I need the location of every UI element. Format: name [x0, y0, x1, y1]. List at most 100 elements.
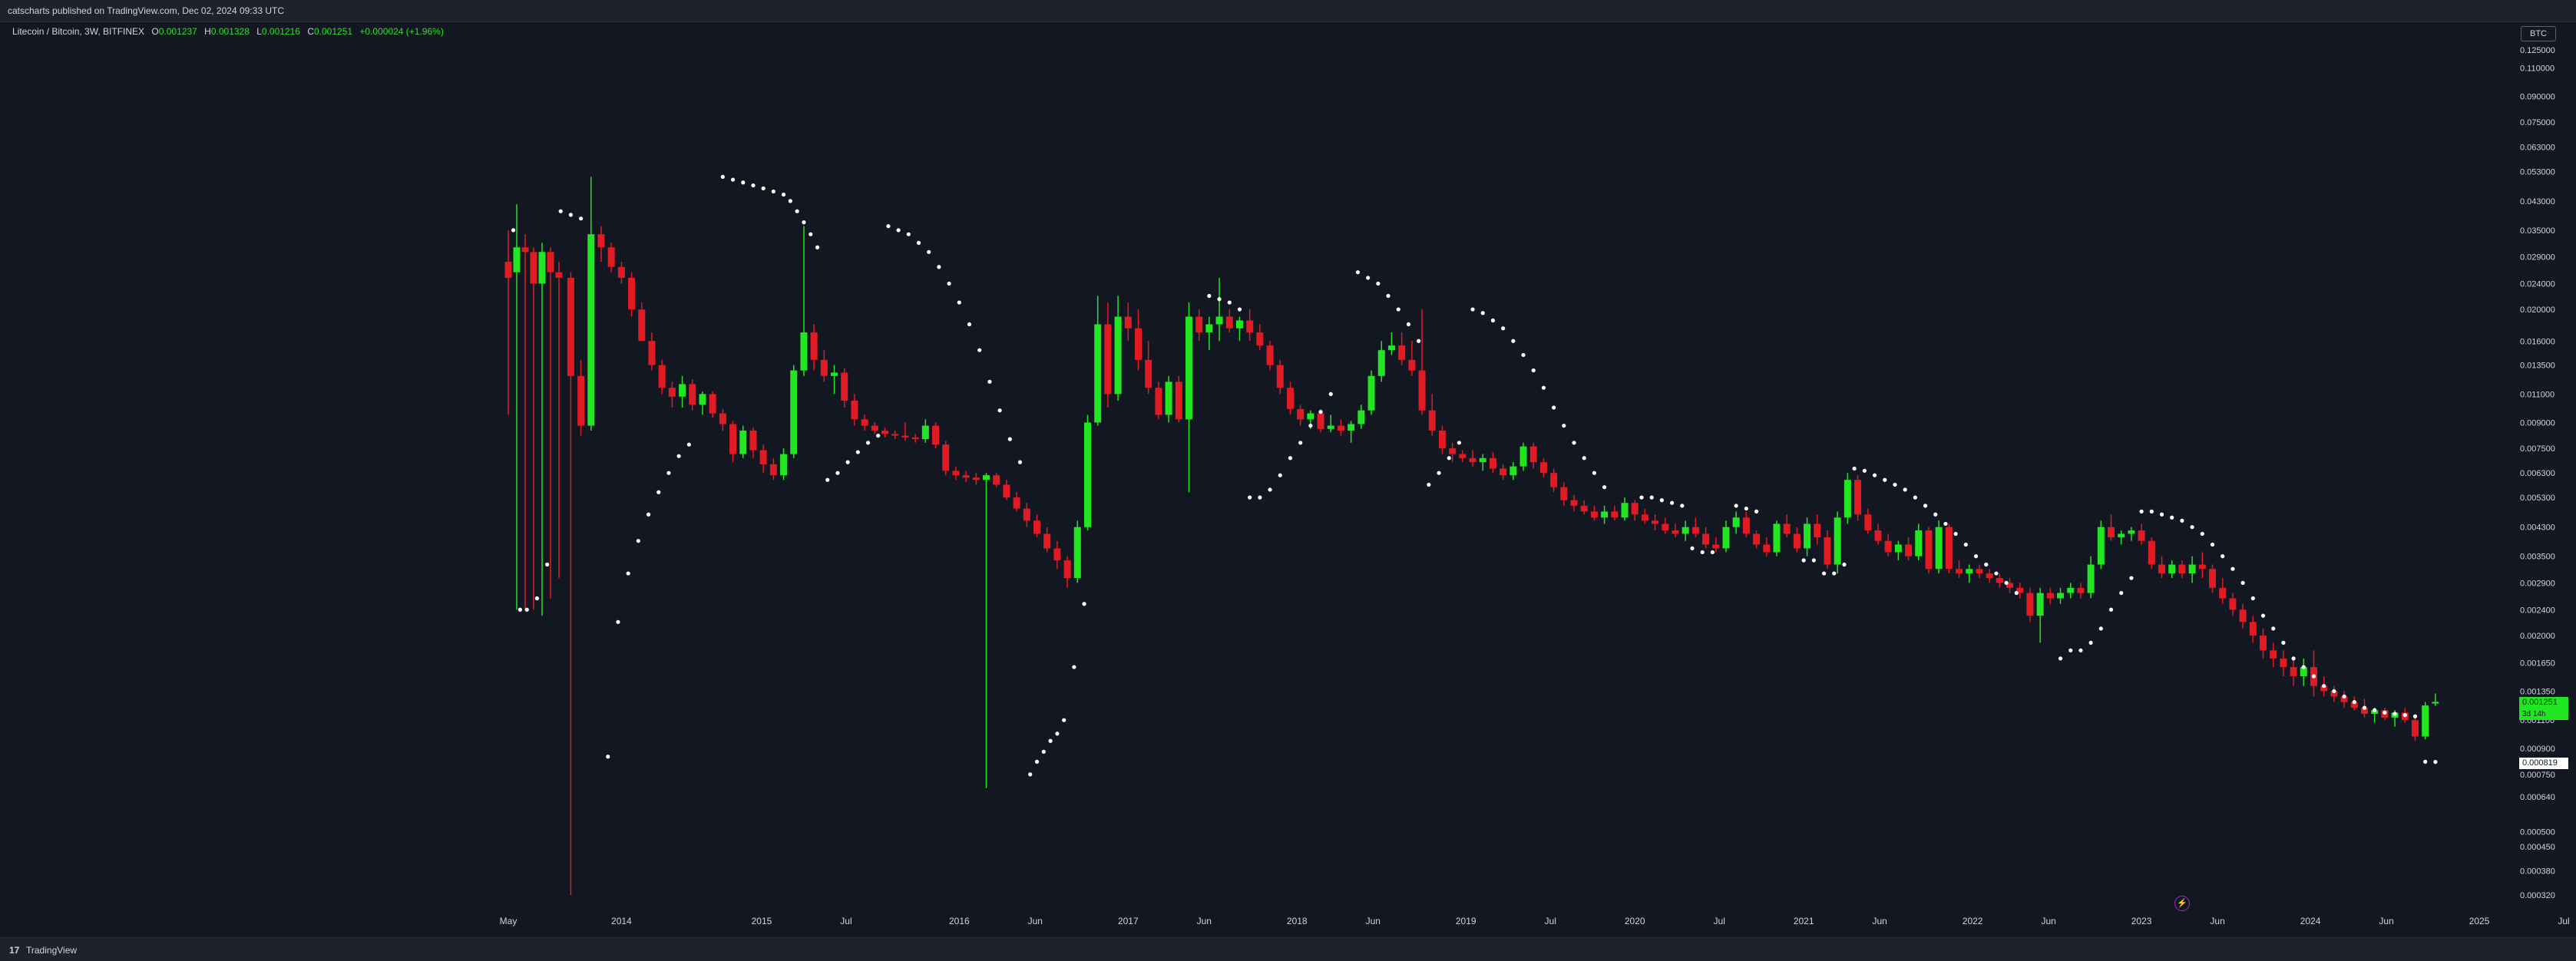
candle-body	[1753, 533, 1761, 545]
time-tick-label: Jul	[1545, 916, 1556, 926]
candle-body	[2432, 702, 2439, 704]
candle-body	[1398, 345, 1406, 360]
candle-body	[1641, 514, 1648, 521]
candle-body	[521, 247, 529, 253]
sar-dot	[1602, 485, 1607, 490]
candle	[555, 262, 563, 579]
candle-body	[1469, 457, 1476, 463]
candle-body	[932, 425, 940, 445]
candle	[1529, 442, 1537, 469]
top-bar: catscharts published on TradingView.com,…	[0, 0, 2576, 22]
time-tick-label: 2021	[1794, 916, 1814, 926]
candle-body	[972, 477, 980, 480]
candle-body	[1732, 517, 1740, 527]
sar-dot	[1852, 466, 1857, 471]
candle-body	[1053, 548, 1061, 561]
time-tick-label: 2017	[1118, 916, 1139, 926]
candle-body	[1662, 523, 1669, 531]
candle	[1104, 302, 1112, 408]
sar-dot	[1903, 487, 1907, 492]
candle-body	[2067, 587, 2075, 593]
candle-body	[1966, 569, 1973, 574]
candle-body	[2259, 635, 2267, 651]
candle	[504, 230, 512, 415]
candle	[881, 427, 889, 438]
lightning-icon[interactable]: ⚡	[2174, 896, 2190, 911]
sar-dot	[1437, 471, 1441, 475]
candle-body	[2178, 564, 2186, 574]
time-tick-label: Jul	[1714, 916, 1725, 926]
candle	[1408, 341, 1416, 376]
sar-dot	[2433, 760, 2438, 765]
candle-body	[1824, 537, 1831, 565]
candle	[513, 204, 521, 610]
currency-badge[interactable]: BTC	[2521, 26, 2556, 41]
sar-dot	[1048, 738, 1053, 743]
candle-body	[2219, 587, 2227, 599]
sar-dot	[2423, 759, 2428, 764]
sar-dot	[2332, 689, 2336, 694]
tradingview-logo-icon[interactable]: 17	[9, 945, 20, 956]
sar-dot	[1953, 531, 1958, 537]
price-tick-label: 0.001350	[2520, 687, 2555, 696]
candle-body	[780, 454, 788, 476]
candle-body	[2138, 530, 2145, 541]
candle-body	[921, 425, 929, 440]
brand-name[interactable]: TradingView	[26, 945, 78, 956]
price-tick-label: 0.000380	[2520, 867, 2555, 876]
sar-dot	[1801, 558, 1806, 563]
candle-body	[1682, 527, 1689, 534]
candle	[1377, 341, 1385, 382]
sar-dot	[1541, 385, 1546, 390]
sar-dot	[1913, 495, 1917, 500]
candle-body	[1712, 544, 1720, 549]
candle-body	[1702, 533, 1710, 545]
candle-body	[1925, 530, 1933, 570]
candle-body	[1307, 413, 1314, 420]
candle	[1905, 537, 1913, 561]
candle-body	[1276, 365, 1284, 388]
candle-body	[1479, 457, 1486, 463]
price-chart[interactable]: 0.125000 0.110000 0.090000 0.075000 0.063000…	[0, 21, 2576, 937]
candle-body	[577, 375, 585, 426]
candle-body	[1266, 345, 1274, 365]
sar-dot	[1470, 307, 1475, 312]
candle	[2422, 702, 2429, 740]
time-tick-label: 2019	[1456, 916, 1476, 926]
price-tick-label: 0.011000	[2520, 390, 2555, 399]
candle	[1682, 520, 1689, 541]
candle	[1073, 520, 1081, 583]
sar-dot	[1268, 487, 1272, 492]
candle-body	[607, 247, 615, 267]
candle-body	[719, 413, 726, 424]
candle	[2097, 520, 2105, 570]
candle-body	[567, 277, 574, 376]
candle-body	[1864, 514, 1872, 531]
sar-dot	[1744, 506, 1748, 511]
candle	[1966, 564, 1973, 583]
candle-body	[2057, 593, 2065, 599]
candle	[1854, 475, 1862, 521]
candle	[1124, 302, 1132, 342]
candle	[911, 434, 919, 443]
candle-body	[1652, 520, 1659, 524]
candle-body	[2270, 650, 2277, 659]
candle-body	[709, 394, 716, 414]
candle	[891, 430, 899, 440]
sar-dot	[781, 192, 786, 197]
symbol-title[interactable]: Litecoin / Bitcoin, 3W, BITFINEX	[12, 26, 145, 37]
sar-dot	[2200, 531, 2204, 537]
sar-dot	[1055, 731, 1060, 736]
candle	[617, 262, 625, 284]
sar-dot	[524, 607, 529, 612]
candle	[861, 414, 868, 431]
current-price-tag: 0.001251	[2519, 697, 2568, 708]
sar-dot	[1376, 281, 1381, 286]
sar-dot	[656, 490, 661, 494]
candle-body	[1256, 332, 1264, 346]
sar-dot	[730, 177, 736, 182]
sar-dot	[741, 180, 746, 185]
candle	[2067, 583, 2075, 599]
candle	[871, 422, 878, 434]
candle-body	[1570, 500, 1578, 506]
